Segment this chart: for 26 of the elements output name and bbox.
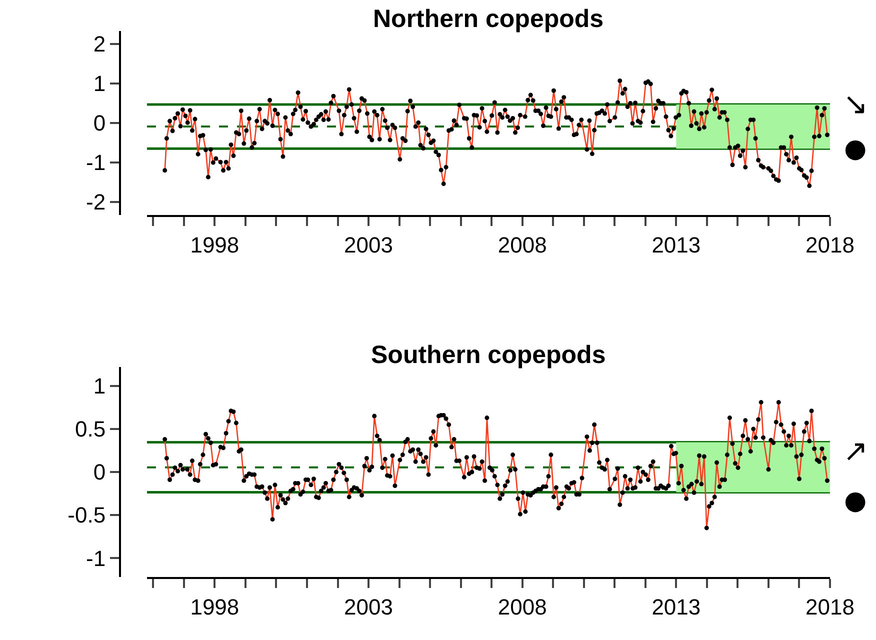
y-tick-label: -1 <box>86 150 106 176</box>
x-tick-label: 2003 <box>344 594 393 620</box>
y-tick-label: 1 <box>93 71 106 96</box>
x-tick-label: 2008 <box>498 594 547 620</box>
x-tick-label: 2013 <box>652 232 701 258</box>
text: ↗ <box>843 434 868 469</box>
chart-title: Northern copepods <box>373 5 604 33</box>
chart-title: Southern copepods <box>371 341 606 369</box>
y-tick-label: -1 <box>86 546 106 571</box>
text: ↘ <box>843 87 868 122</box>
x-tick-label: 1998 <box>190 594 240 620</box>
x-tick-label: 2013 <box>652 594 701 620</box>
text: ● <box>844 486 867 516</box>
y-tick-label: 2 <box>93 32 106 57</box>
y-tick-label: 0 <box>93 110 106 136</box>
x-tick-label: 1998 <box>190 232 240 258</box>
x-tick-label: 2008 <box>498 232 547 258</box>
y-tick-label: 0 <box>93 460 106 485</box>
y-tick-label: -0.5 <box>68 502 106 528</box>
x-tick-label: 2003 <box>344 232 393 258</box>
y-tick-label: 0.5 <box>75 416 106 442</box>
text: ● <box>844 134 867 164</box>
x-tick-label: 2018 <box>806 232 854 258</box>
y-tick-label: -2 <box>86 190 106 215</box>
x-tick-label: 2018 <box>806 594 854 620</box>
y-tick-label: 1 <box>93 374 106 399</box>
